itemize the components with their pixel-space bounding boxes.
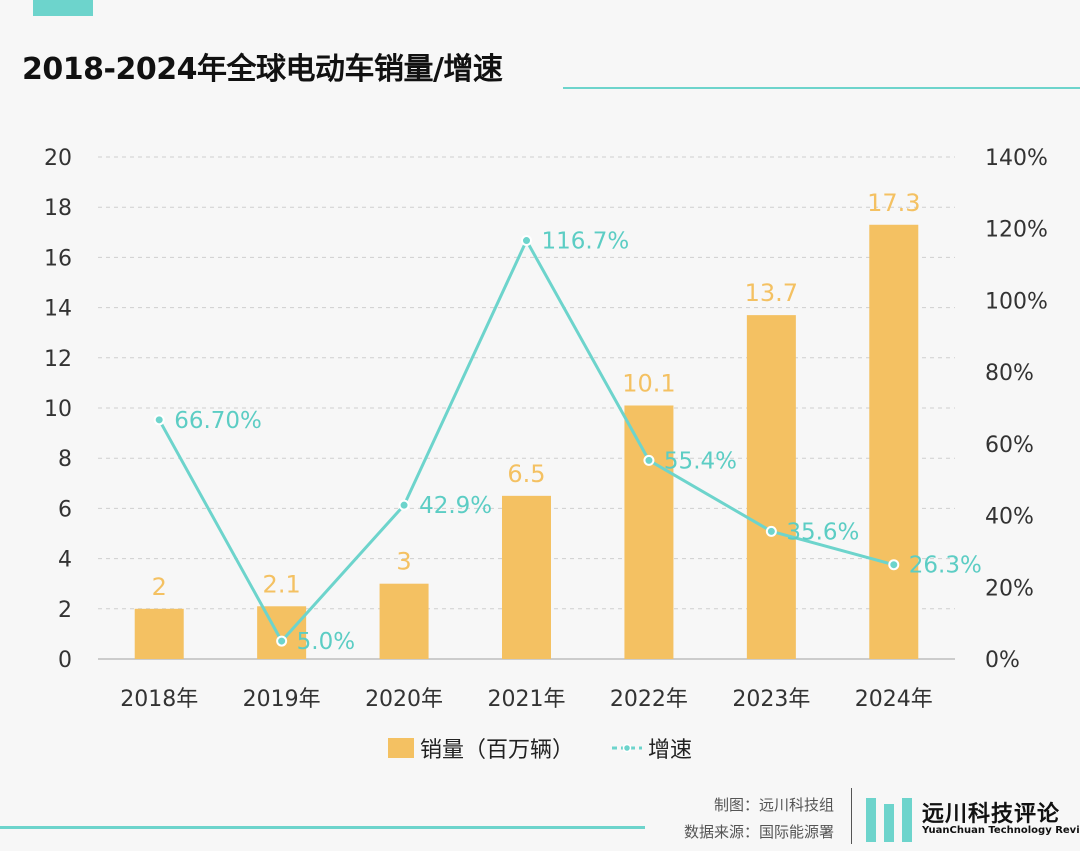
growth-point (888, 559, 900, 571)
bar-value-label: 13.7 (745, 279, 798, 307)
credits: 制图：远川科技组 数据来源：国际能源署 (684, 792, 834, 846)
growth-value-label: 42.9% (419, 493, 492, 519)
y-tick-label: 20 (44, 146, 72, 171)
bar-2024年 (869, 224, 919, 659)
y2-tick-label: 120% (985, 218, 1048, 243)
y-tick-label: 12 (44, 347, 72, 372)
bar-value-label: 6.5 (507, 460, 545, 488)
chart-title: 2018-2024年全球电动车销量/增速 (22, 52, 503, 87)
line-labels: 66.70% 5.0% 42.9% 116.7% 55.4% 35.6% 26.3% (174, 229, 982, 656)
x-tick-label: 2020年 (365, 687, 443, 712)
growth-point (521, 235, 532, 247)
y-tick-label: 2 (58, 598, 72, 623)
growth-point (398, 499, 410, 511)
legend-item-growth: 增速 (610, 732, 692, 764)
y-tick-label: 8 (58, 447, 72, 472)
x-tick-label: 2021年 (488, 687, 566, 712)
growth-value-label: 116.7% (542, 229, 630, 255)
bar-2022年 (624, 405, 674, 659)
bar-labels: 2 2.1 3 6.5 10.1 13.7 17.3 (152, 189, 921, 601)
title-rule (563, 87, 1080, 89)
x-tick-label: 2019年 (243, 687, 321, 712)
growth-point (153, 414, 165, 426)
growth-value-label: 35.6% (786, 519, 859, 545)
y-tick-label: 14 (44, 297, 72, 322)
y2-tick-label: 0% (985, 648, 1020, 673)
y-tick-label: 18 (44, 196, 72, 221)
bar-value-label: 2 (152, 573, 167, 601)
logo-bars-icon (866, 798, 912, 842)
legend-growth-label: 增速 (648, 738, 693, 763)
bottom-rule (0, 826, 645, 829)
legend-sales-label: 销量（百万辆） (419, 738, 574, 763)
x-tick-label: 2022年 (610, 687, 688, 712)
growth-point (643, 454, 655, 466)
y2-tick-label: 20% (985, 576, 1034, 601)
bar-2019年 (257, 606, 307, 659)
bar-2023年 (746, 315, 796, 659)
y-tick-label: 10 (44, 397, 72, 422)
x-tick-label: 2024年 (855, 687, 933, 712)
line-series (153, 235, 900, 647)
y2-tick-label: 140% (985, 146, 1048, 171)
bar-value-label: 10.1 (622, 369, 675, 397)
bar-value-label: 2.1 (263, 570, 301, 598)
y-tick-label: 6 (58, 497, 72, 522)
growth-value-label: 55.4% (664, 448, 737, 474)
legend-bar-swatch (387, 738, 414, 758)
legend-item-sales: 销量（百万辆） (387, 732, 574, 764)
bar-2021年 (502, 495, 551, 659)
y2-tick-label: 60% (985, 433, 1034, 458)
legend-line-swatch (610, 738, 644, 758)
growth-value-label: 26.3% (909, 553, 982, 579)
growth-point (765, 525, 777, 537)
bar-series (134, 224, 919, 659)
combo-chart: 2 2.1 3 6.5 10.1 13.7 17.3 66.70% 5.0% 42.9% 116.… (44, 146, 1048, 712)
y-tick-label: 0 (58, 648, 72, 673)
y-axis-right: 0% 20% 40% 60% 80% 100% 120% 140% (985, 146, 1048, 673)
logo-name-cn: 远川科技评论 (922, 802, 1061, 827)
y2-tick-label: 100% (985, 289, 1048, 314)
growth-value-label: 66.70% (174, 408, 262, 434)
top-accent-bar (33, 0, 93, 16)
legend: 销量（百万辆） 增速 (0, 732, 1080, 764)
x-tick-label: 2018年 (120, 687, 198, 712)
x-axis: 2018年 2019年 2020年 2021年 2022年 2023年 2024年 (120, 687, 933, 712)
y2-tick-label: 40% (985, 505, 1034, 530)
x-tick-label: 2023年 (732, 687, 810, 712)
y-tick-label: 16 (44, 246, 72, 271)
growth-value-label: 5.0% (297, 629, 355, 655)
credit-maker: 制图：远川科技组 (713, 796, 834, 814)
bar-value-label: 3 (396, 548, 411, 576)
bar-2018年 (134, 608, 184, 659)
y2-tick-label: 80% (985, 361, 1034, 386)
credit-source: 数据来源：国际能源署 (683, 823, 834, 841)
bar-2020年 (379, 583, 429, 659)
y-axis-left: 0 2 4 6 8 10 12 14 16 18 20 (44, 146, 72, 673)
growth-point (276, 635, 288, 647)
logo-name-en: YuanChuan Technology Review (922, 825, 1080, 836)
bar-value-label: 17.3 (867, 189, 920, 217)
credit-divider (851, 788, 852, 844)
y-tick-label: 4 (58, 548, 72, 573)
